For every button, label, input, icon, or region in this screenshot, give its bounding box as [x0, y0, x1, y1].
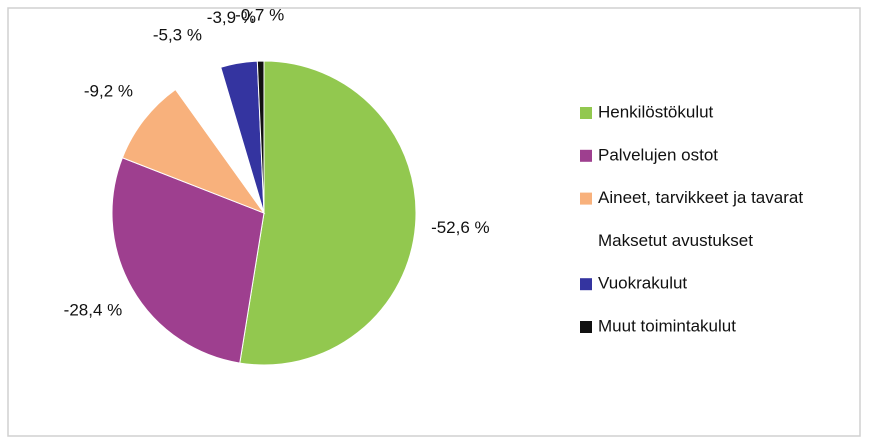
legend-swatch: [580, 107, 592, 119]
legend-swatch: [580, 235, 592, 248]
data-label: -52,6 %: [431, 218, 490, 237]
data-label: -0,7 %: [235, 6, 284, 25]
pie-slice: [256, 60, 265, 214]
data-label: -5,3 %: [153, 26, 202, 45]
legend-swatch: [580, 278, 592, 291]
legend-swatch: [580, 149, 592, 162]
legend-label: Maksetut avustukset: [598, 231, 753, 250]
pie-slice: [121, 88, 266, 215]
legend-label: Muut toimintakulut: [598, 316, 736, 335]
data-label: -3,9 %: [207, 8, 256, 27]
data-label: -28,4 %: [64, 300, 123, 319]
legend-swatch: [580, 192, 592, 205]
pie-slice: [111, 157, 265, 364]
legend-label: Aineet, tarvikkeet ja tavarat: [598, 188, 803, 207]
legend-swatch: [580, 321, 592, 333]
pie-slice: [239, 60, 417, 366]
data-label: -9,2 %: [84, 82, 133, 101]
legend-label: Palvelujen ostot: [598, 145, 718, 164]
legend-label: Vuokrakulut: [598, 274, 687, 293]
legend-label: Henkilöstökulut: [598, 102, 714, 121]
